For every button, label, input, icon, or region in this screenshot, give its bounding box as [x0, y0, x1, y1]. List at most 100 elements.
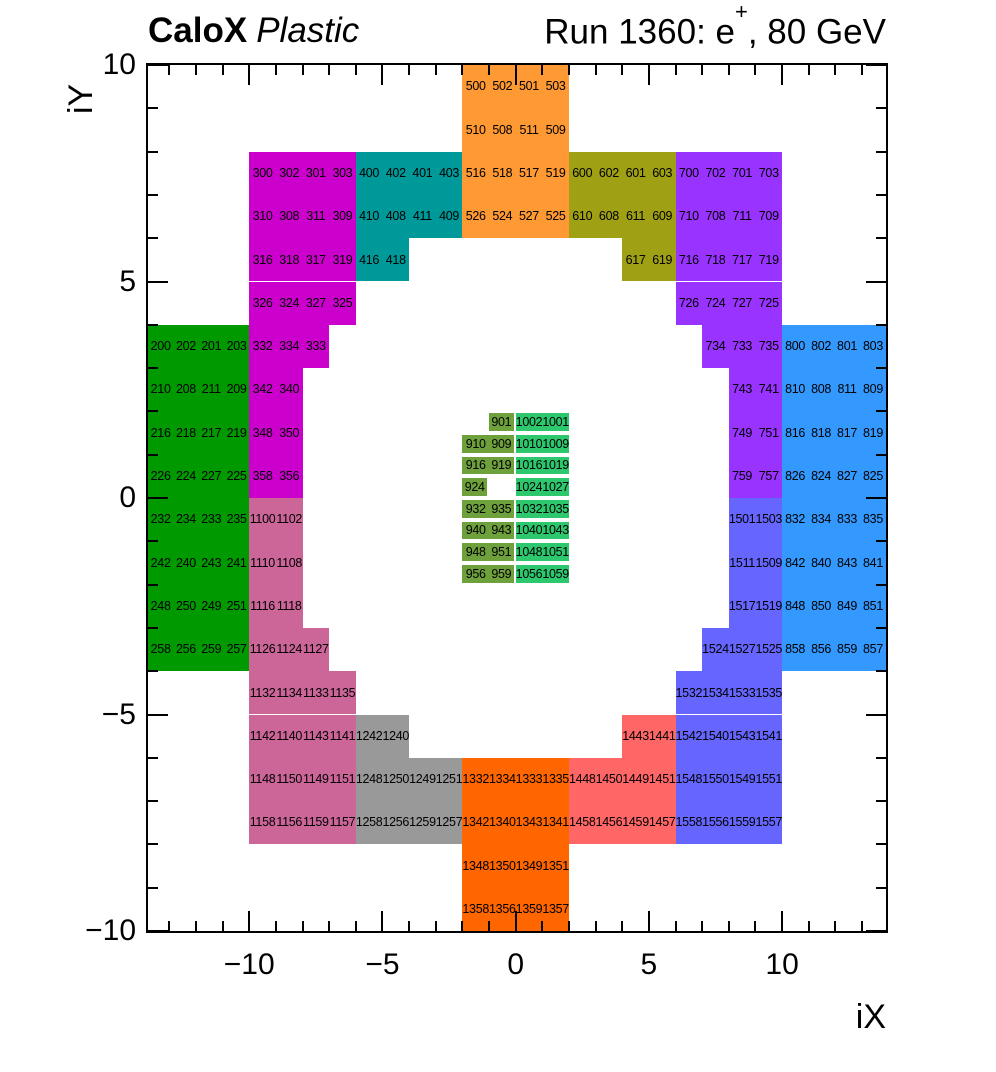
- cell-label: 909: [491, 436, 512, 451]
- detector-cell: 724: [702, 281, 729, 325]
- cell-label: 508: [492, 122, 513, 137]
- cell-label: 401: [412, 165, 433, 180]
- axis-tick: [148, 843, 158, 845]
- detector-cell: 956: [462, 564, 490, 583]
- cell-label: 311: [306, 209, 326, 224]
- detector-cell: 757: [755, 454, 783, 498]
- cell-label: 302: [279, 165, 300, 180]
- cell-label: 1459: [622, 815, 649, 830]
- detector-cell: 308: [275, 194, 303, 239]
- detector-cell: 1358: [462, 887, 489, 931]
- detector-cell: 932: [462, 500, 490, 518]
- detector-cell: 859: [834, 627, 861, 672]
- detector-cell: 226: [148, 454, 174, 498]
- detector-cell: 1556: [702, 801, 729, 845]
- detector-cell: 708: [702, 194, 729, 239]
- cell-label: 309: [332, 209, 353, 224]
- cell-label: 326: [252, 295, 273, 310]
- axis-tick: [408, 65, 410, 75]
- detector-cell: 1525: [755, 627, 782, 672]
- cell-label: 1027: [542, 479, 569, 494]
- detector-cell: 608: [595, 194, 623, 239]
- cell-label: 1108: [276, 555, 303, 570]
- detector-cell: 1132: [249, 671, 276, 715]
- detector-cell: 1248: [355, 757, 383, 802]
- cell-label: 516: [465, 165, 486, 180]
- axis-tick: [876, 151, 886, 153]
- cell-label: 1240: [382, 728, 410, 743]
- detector-cell: 1240: [382, 714, 410, 758]
- cell-label: 501: [518, 79, 539, 94]
- cell-label: 511: [519, 122, 539, 137]
- cell-label: 940: [465, 523, 486, 538]
- cell-label: 409: [439, 209, 460, 224]
- detector-cell: 701: [728, 151, 756, 195]
- cell-label: 611: [626, 209, 646, 224]
- axis-tick: [876, 800, 886, 802]
- detector-cell: 751: [755, 411, 783, 455]
- detector-cell: 1035: [542, 500, 569, 518]
- cell-label: 817: [837, 425, 858, 440]
- axis-tick: [328, 921, 330, 931]
- detector-cell: 200: [148, 324, 174, 369]
- detector-cell: 1024: [515, 478, 543, 496]
- detector-cell: 1051: [542, 543, 569, 561]
- cell-label: 1133: [302, 685, 329, 700]
- detector-cell: 301: [302, 151, 330, 195]
- cell-label: 241: [226, 555, 247, 570]
- cell-label: 218: [175, 425, 196, 440]
- cell-label: 617: [625, 252, 646, 267]
- cell-label: 308: [279, 209, 300, 224]
- axis-tick: [148, 454, 158, 456]
- detector-cell: 409: [435, 194, 463, 239]
- detector-cell: 759: [728, 454, 756, 498]
- cell-label: 824: [811, 469, 832, 484]
- detector-cell: 856: [808, 627, 835, 672]
- cell-label: 832: [785, 512, 806, 527]
- detector-cell: 710: [675, 194, 703, 239]
- detector-cell: 817: [834, 411, 861, 455]
- detector-cell: 1002: [515, 413, 543, 432]
- detector-cell: 1259: [409, 801, 436, 845]
- cell-label: 500: [465, 79, 486, 94]
- axis-tick: [488, 921, 490, 931]
- detector-cell: 324: [275, 281, 303, 325]
- cell-label: 510: [465, 122, 486, 137]
- detector-cell: 816: [782, 411, 809, 455]
- detector-cell: 332: [249, 324, 276, 369]
- cell-label: 859: [837, 642, 858, 657]
- cell-label: 1142: [249, 728, 276, 743]
- cell-label: 526: [465, 209, 486, 224]
- axis-tick: [876, 843, 886, 845]
- detector-cell: 319: [329, 238, 356, 282]
- cell-label: 1157: [329, 815, 356, 830]
- cell-label: 416: [359, 252, 380, 267]
- cell-label: 350: [279, 425, 300, 440]
- axis-tick: [861, 65, 863, 75]
- detector-cell: 1126: [249, 627, 276, 672]
- axis-tick: [861, 921, 863, 931]
- cell-label: 1551: [755, 772, 783, 787]
- axis-tick: [754, 65, 756, 75]
- cell-label: 1443: [622, 728, 649, 743]
- detector-cell: 1341: [542, 801, 569, 845]
- detector-cell: 325: [329, 281, 356, 325]
- cell-label: 249: [201, 598, 222, 613]
- axis-tick: [648, 911, 650, 931]
- detector-cell: 1509: [755, 541, 782, 585]
- detector-cell: 227: [198, 454, 224, 498]
- detector-cell: 619: [648, 238, 676, 282]
- detector-cell: 251: [223, 584, 250, 628]
- cell-label: 1248: [355, 772, 383, 787]
- cell-label: 1340: [489, 815, 516, 830]
- cell-label: 1349: [515, 858, 543, 873]
- detector-cell: 1124: [275, 627, 303, 672]
- axis-tick: [876, 887, 886, 889]
- axis-tick: [148, 670, 158, 672]
- detector-cell: 1142: [249, 714, 276, 758]
- axis-tick: [148, 497, 168, 499]
- detector-cell: 258: [148, 627, 174, 672]
- experiment-name: CaloX: [148, 11, 248, 50]
- detector-cell: 248: [148, 584, 174, 628]
- detector-cell: 234: [173, 498, 199, 542]
